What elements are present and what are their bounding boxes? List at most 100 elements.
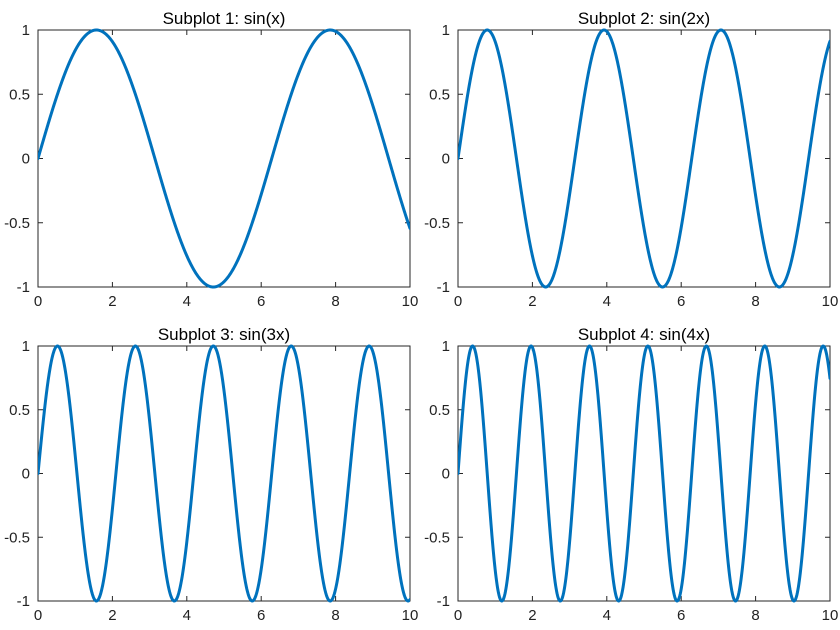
data-point — [37, 472, 39, 474]
data-point — [204, 370, 206, 372]
x-tick-label: 6 — [257, 607, 265, 624]
x-tick-label: 6 — [257, 293, 265, 310]
data-point — [148, 420, 150, 422]
data-point — [792, 599, 794, 601]
x-tick-label: 0 — [34, 293, 42, 310]
series-line — [458, 344, 830, 603]
y-tick-label: 0.5 — [429, 86, 450, 103]
data-point — [241, 563, 243, 565]
data-point — [457, 157, 459, 159]
data-point — [55, 96, 57, 98]
data-point — [568, 193, 570, 195]
data-point — [241, 248, 243, 250]
data-point — [494, 40, 496, 42]
data-point — [736, 74, 738, 76]
x-tick-label: 4 — [183, 293, 191, 310]
data-point — [148, 139, 150, 141]
data-point — [531, 255, 533, 257]
y-tick-label: 0.5 — [9, 402, 30, 419]
y-tick-label: -0.5 — [424, 215, 450, 232]
data-point — [316, 37, 318, 39]
data-point — [93, 29, 95, 31]
subplot-title: Subplot 1: sin(x) — [163, 9, 286, 28]
data-point — [810, 435, 812, 437]
subplot-2: Subplot 2: sin(2x) 0 2 4 6 8 10 1 0.5 0 -0.5 -1 — [424, 9, 838, 310]
data-point — [223, 389, 225, 391]
data-point — [390, 167, 392, 169]
data-point — [513, 139, 515, 141]
y-tick-label: 0 — [22, 466, 30, 483]
x-tick-label: 2 — [108, 293, 116, 310]
data-point — [167, 585, 169, 587]
subplot-4: Subplot 4: sin(4x) 0 2 4 6 8 10 1 0.5 0 -0.5 -1 — [424, 325, 838, 624]
data-point — [699, 375, 701, 377]
y-tick-label: 1 — [442, 22, 450, 39]
x-tick-label: 4 — [603, 293, 611, 310]
data-point — [74, 454, 76, 456]
data-point — [297, 73, 299, 75]
data-point — [587, 346, 589, 348]
data-point — [372, 350, 374, 352]
data-point — [279, 130, 281, 132]
data-point — [186, 541, 188, 543]
data-point — [316, 535, 318, 537]
data-point — [587, 73, 589, 75]
data-point — [773, 281, 775, 283]
data-point — [550, 281, 552, 283]
data-point — [792, 254, 794, 256]
data-point — [74, 49, 76, 51]
y-tick-label: 1 — [22, 22, 30, 39]
x-tick-label: 8 — [751, 293, 759, 310]
series-line — [38, 344, 410, 603]
y-tick-label: -0.5 — [4, 215, 30, 232]
x-tick-label: 6 — [677, 607, 685, 624]
data-point — [279, 395, 281, 397]
series-line — [38, 28, 410, 289]
data-point — [390, 501, 392, 503]
data-point — [661, 473, 663, 475]
data-point — [353, 55, 355, 57]
data-point — [55, 345, 57, 347]
x-tick-label: 10 — [822, 293, 839, 310]
data-point — [186, 255, 188, 257]
data-point — [353, 427, 355, 429]
x-tick-label: 0 — [454, 607, 462, 624]
data-point — [680, 226, 682, 228]
y-tick-label: -1 — [437, 593, 450, 610]
data-point — [717, 30, 719, 32]
data-point — [93, 597, 95, 599]
y-tick-label: 0 — [442, 151, 450, 168]
y-tick-label: 0.5 — [9, 86, 30, 103]
data-point — [260, 568, 262, 570]
data-point — [334, 588, 336, 590]
data-point — [810, 138, 812, 140]
x-tick-label: 8 — [331, 293, 339, 310]
data-point — [494, 569, 496, 571]
data-point — [409, 598, 411, 600]
subplot-title: Subplot 3: sin(3x) — [158, 325, 290, 344]
data-point — [661, 286, 663, 288]
y-tick-label: 1 — [442, 338, 450, 355]
subplot-3: Subplot 3: sin(3x) 0 2 4 6 8 10 1 0.5 0 -0.5 -1 — [4, 325, 418, 624]
y-tick-label: 0.5 — [429, 402, 450, 419]
y-tick-label: 0 — [22, 151, 30, 168]
data-point — [643, 227, 645, 229]
data-point — [223, 281, 225, 283]
y-tick-label: 0 — [442, 466, 450, 483]
x-tick-label: 2 — [528, 607, 536, 624]
data-point — [550, 542, 552, 544]
series-line — [458, 28, 830, 289]
x-tick-label: 10 — [402, 607, 419, 624]
x-tick-label: 2 — [528, 293, 536, 310]
data-point — [111, 508, 113, 510]
x-tick-label: 0 — [34, 607, 42, 624]
y-tick-label: -1 — [17, 279, 30, 296]
axes-frame — [457, 345, 831, 602]
data-point — [643, 356, 645, 358]
data-point — [475, 356, 477, 358]
data-point — [457, 472, 459, 474]
x-tick-label: 10 — [402, 293, 419, 310]
data-point — [204, 283, 206, 285]
x-tick-label: 0 — [454, 293, 462, 310]
